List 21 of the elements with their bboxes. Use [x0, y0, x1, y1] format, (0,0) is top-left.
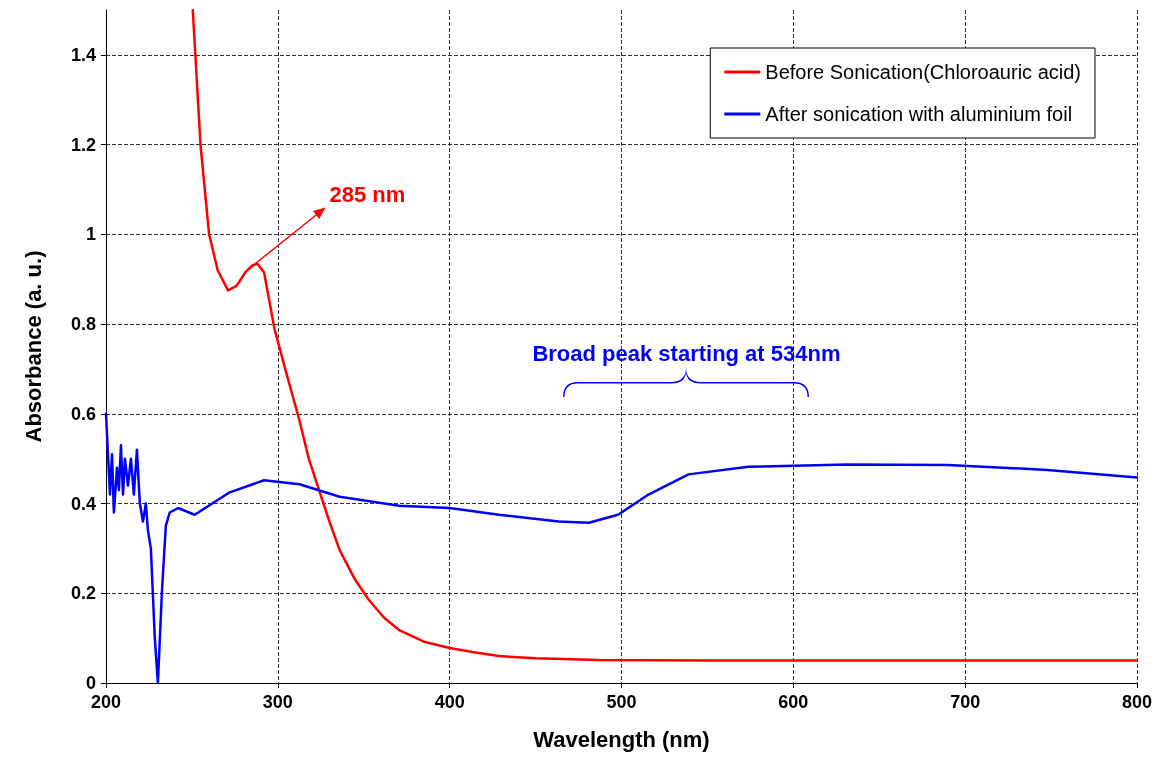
annotation: 285 nm — [329, 182, 406, 207]
x-tick-label: 700 — [950, 692, 981, 712]
annotation: Broad peak starting at 534nm — [532, 340, 841, 366]
x-tick-label: 200 — [90, 692, 122, 712]
x-tick-label: 400 — [434, 692, 465, 712]
x-tick-label: 300 — [262, 692, 293, 712]
x-axis-title: Wavelength (nm) — [533, 726, 710, 752]
y-tick-label: 0.6 — [70, 403, 96, 424]
y-tick-label: 0 — [85, 673, 96, 693]
y-tick-label: 0.8 — [70, 314, 96, 335]
legend-label: Before Sonication(Chloroauric acid) — [765, 61, 1082, 83]
y-tick-label: 1 — [85, 224, 96, 245]
x-tick-label: 800 — [1121, 692, 1153, 712]
y-tick-label: 1.4 — [70, 44, 96, 65]
y-tick-label: 1.2 — [70, 134, 96, 155]
x-tick-label: 600 — [778, 692, 809, 712]
y-tick-label: 0.2 — [70, 583, 96, 604]
y-axis-title: Absorbance (a. u.) — [20, 250, 46, 443]
x-tick-label: 500 — [606, 692, 637, 712]
legend-label: After sonication with aluminium foil — [765, 103, 1073, 125]
y-tick-label: 0.4 — [70, 493, 96, 514]
